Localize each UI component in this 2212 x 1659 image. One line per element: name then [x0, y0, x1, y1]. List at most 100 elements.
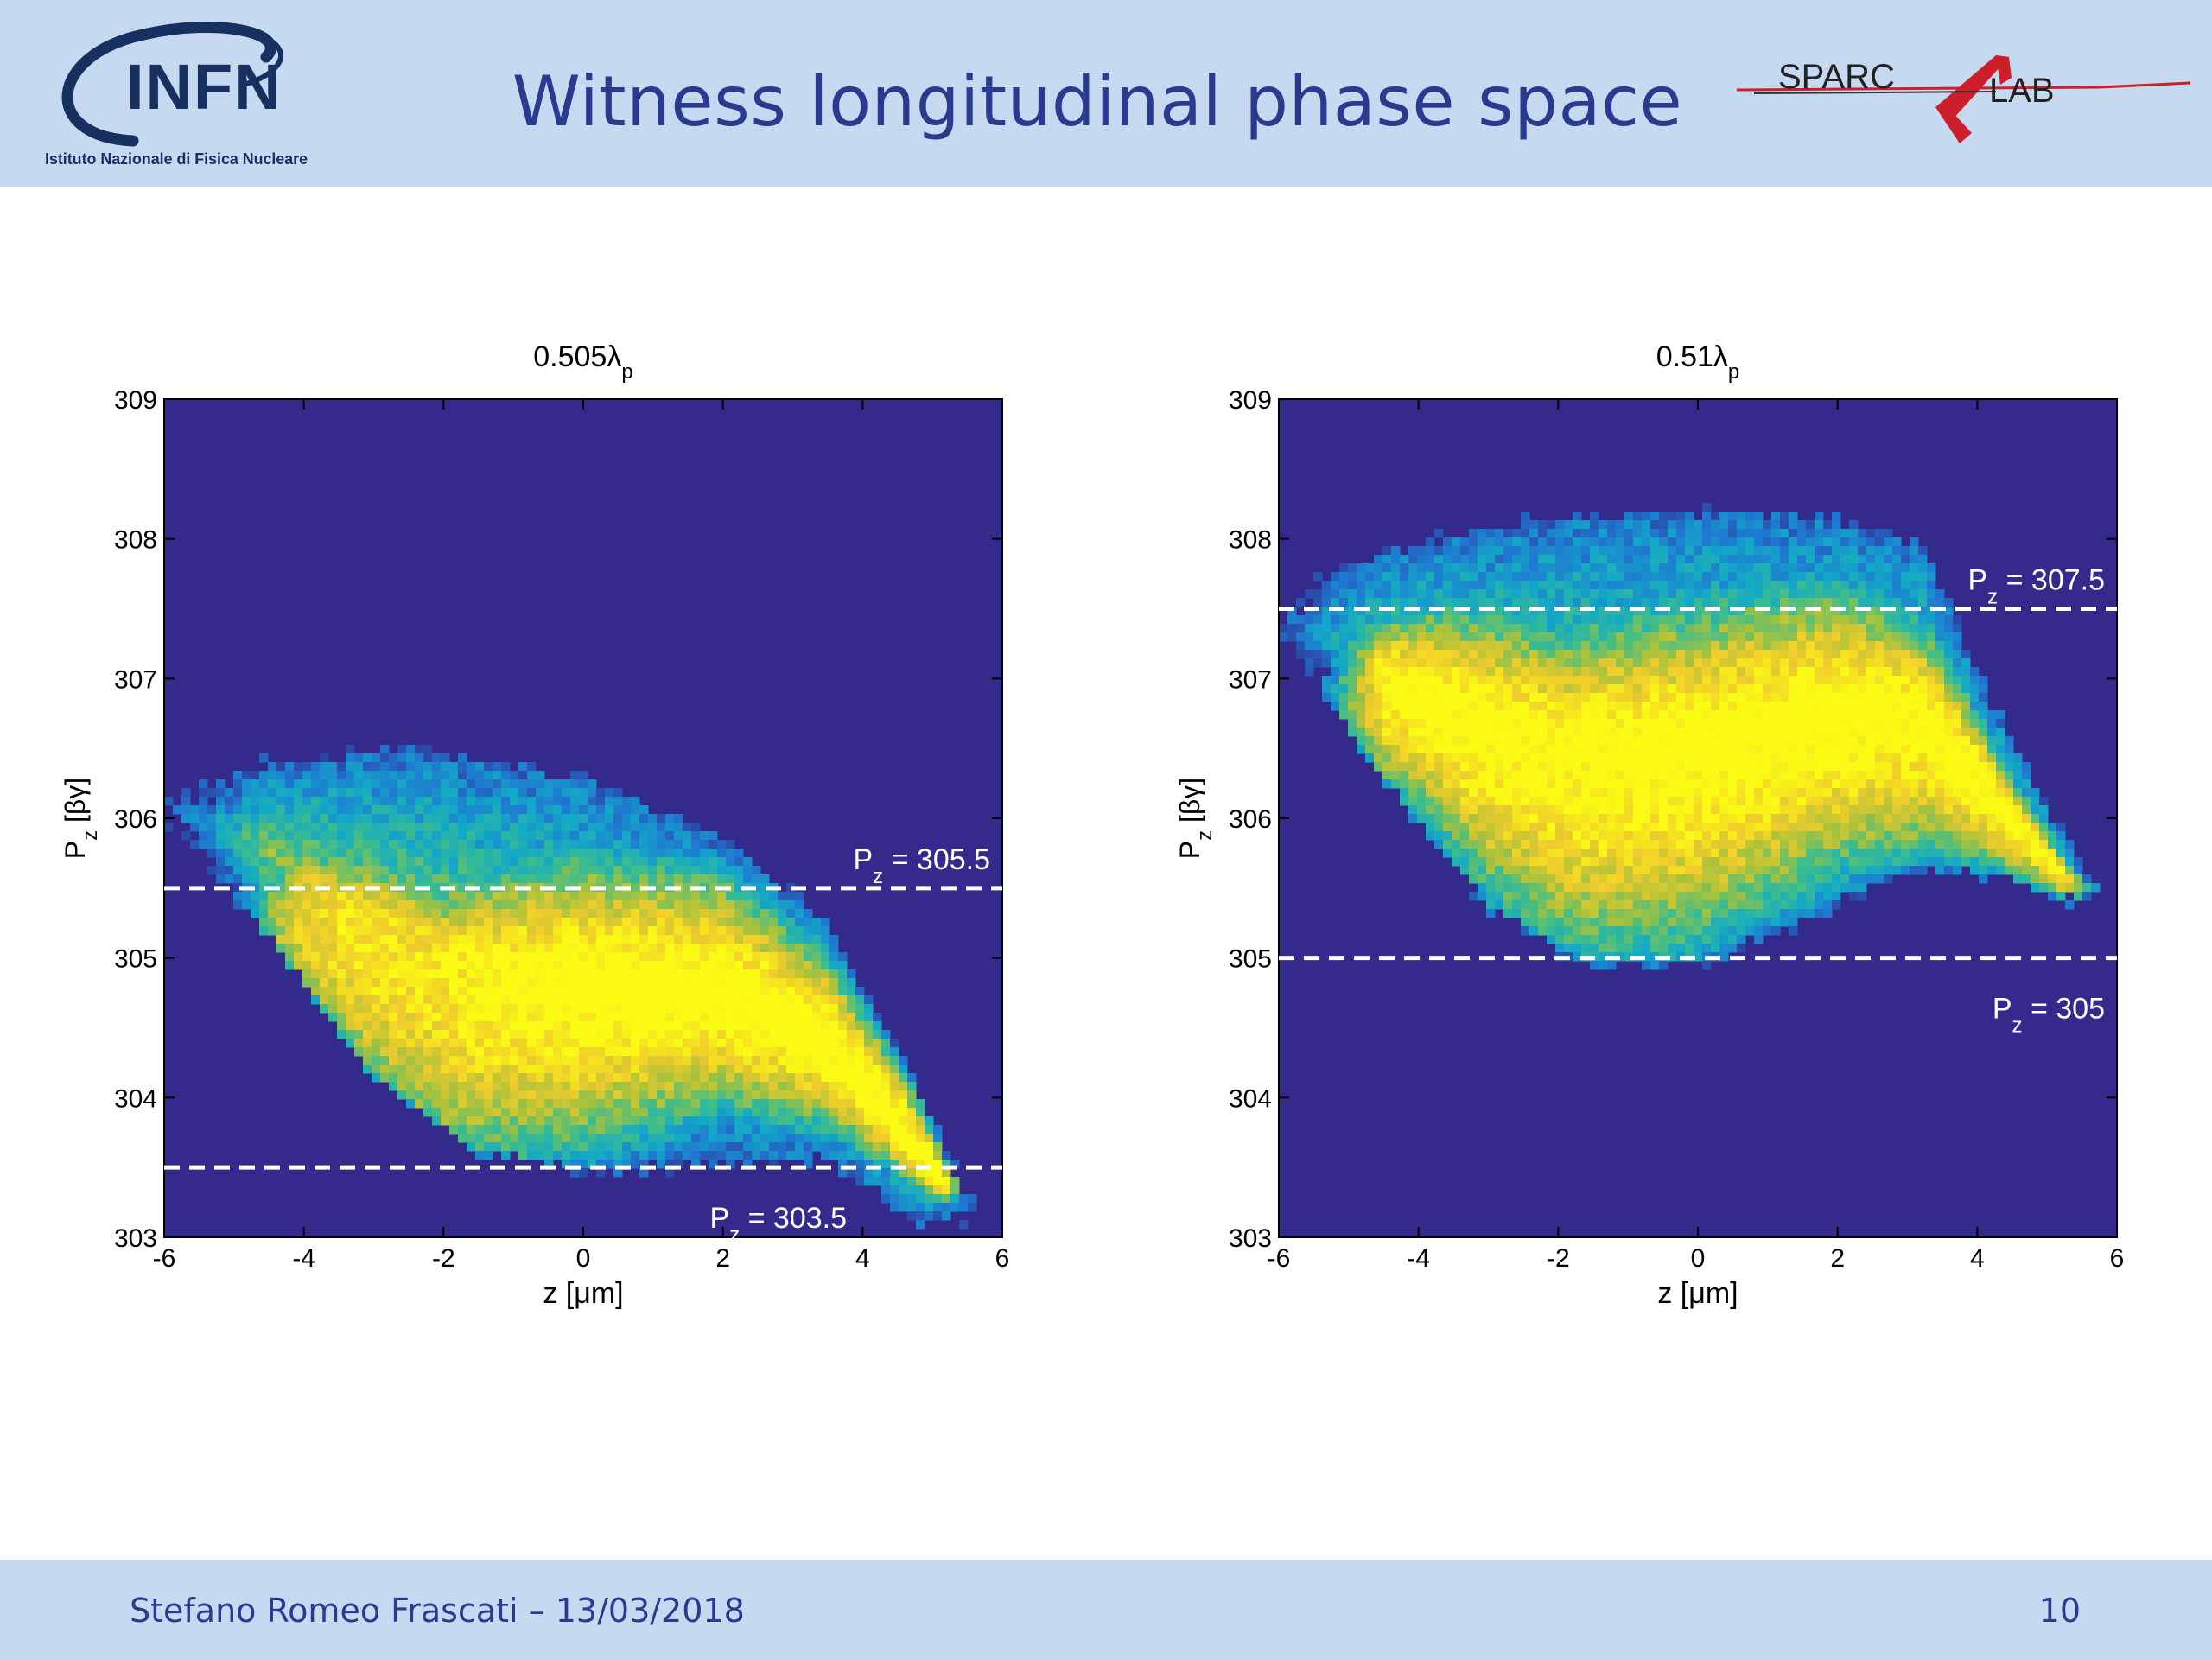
- heatmap-cell: [484, 1134, 493, 1143]
- heatmap-cell: [1711, 563, 1720, 573]
- heatmap-cell: [1521, 823, 1530, 832]
- heatmap-cell: [665, 874, 675, 884]
- heatmap-cell: [1547, 909, 1556, 918]
- heatmap-cell: [1512, 529, 1522, 538]
- heatmap-cell: [605, 926, 614, 936]
- heatmap-cell: [1573, 935, 1582, 944]
- heatmap-cell: [864, 1056, 874, 1065]
- heatmap-cell: [1711, 520, 1720, 530]
- heatmap-cell: [1599, 581, 1608, 590]
- heatmap-cell: [1452, 779, 1461, 789]
- heatmap-cell: [847, 1030, 856, 1039]
- heatmap-cell: [562, 814, 571, 823]
- heatmap-cell: [1642, 935, 1651, 944]
- heatmap-cell: [907, 1134, 917, 1143]
- heatmap-cell: [527, 874, 537, 884]
- heatmap-cell: [855, 995, 865, 1005]
- heatmap-cell: [605, 1004, 614, 1014]
- heatmap-cell: [510, 1047, 519, 1057]
- heatmap-cell: [769, 1056, 779, 1065]
- heatmap-cell: [1728, 719, 1738, 728]
- heatmap-cell: [1659, 788, 1669, 798]
- heatmap-cell: [778, 1065, 787, 1074]
- heatmap-cell: [380, 753, 390, 763]
- heatmap-cell: [415, 788, 424, 798]
- heatmap-cell: [709, 1142, 718, 1152]
- heatmap-cell: [1400, 607, 1409, 616]
- heatmap-cell: [579, 866, 588, 875]
- heatmap-cell: [441, 866, 450, 875]
- heatmap-cell: [1624, 814, 1634, 823]
- heatmap-cell: [1676, 753, 1686, 763]
- heatmap-cell: [743, 1134, 753, 1143]
- heatmap-cell: [510, 1108, 519, 1117]
- heatmap-cell: [588, 831, 597, 841]
- heatmap-cell: [475, 849, 485, 858]
- heatmap-cell: [1573, 607, 1582, 616]
- heatmap-cell: [1512, 909, 1522, 918]
- heatmap-cell: [475, 1125, 485, 1135]
- heatmap-cell: [925, 1160, 934, 1169]
- heatmap-cell: [1616, 745, 1625, 754]
- heatmap-cell: [1616, 831, 1625, 841]
- heatmap-cell: [838, 1013, 848, 1022]
- heatmap-cell: [1685, 607, 1694, 616]
- heatmap-cell: [536, 771, 545, 780]
- heatmap-cell: [458, 978, 467, 988]
- heatmap-cell: [1564, 529, 1573, 538]
- heatmap-cell: [691, 1030, 701, 1039]
- heatmap-cell: [449, 814, 459, 823]
- heatmap-cell: [847, 995, 856, 1005]
- heatmap-cell: [1486, 555, 1496, 564]
- heatmap-cell: [752, 1030, 761, 1039]
- heatmap-cell: [423, 900, 433, 910]
- heatmap-cell: [406, 866, 416, 875]
- heatmap-cell: [1685, 520, 1694, 530]
- heatmap-cell: [458, 840, 467, 849]
- heatmap-cell: [1357, 728, 1366, 737]
- heatmap-cell: [631, 823, 640, 832]
- heatmap-cell: [648, 849, 658, 858]
- heatmap-cell: [821, 1099, 830, 1109]
- heatmap-cell: [1478, 546, 1487, 556]
- heatmap-cell: [510, 1065, 519, 1074]
- heatmap-cell: [855, 1021, 865, 1031]
- heatmap-cell: [423, 1056, 433, 1065]
- heatmap-cell: [1650, 874, 1660, 884]
- heatmap-cell: [683, 874, 692, 884]
- heatmap-cell: [1339, 702, 1349, 711]
- heatmap-cell: [1607, 805, 1617, 815]
- heatmap-cell: [268, 779, 277, 789]
- heatmap-cell: [389, 1021, 398, 1031]
- heatmap-cell: [1659, 624, 1669, 633]
- heatmap-cell: [622, 857, 632, 867]
- heatmap-cell: [484, 1125, 493, 1135]
- heatmap-cell: [1503, 546, 1513, 556]
- heatmap-cell: [337, 840, 346, 849]
- heatmap-cell: [804, 1090, 813, 1100]
- heatmap-cell: [1650, 935, 1660, 944]
- heatmap-cell: [441, 918, 450, 927]
- heatmap-cell: [1624, 676, 1634, 685]
- heatmap-cell: [1486, 788, 1496, 798]
- heatmap-cell: [441, 1056, 450, 1065]
- heatmap-cell: [1633, 650, 1643, 659]
- heatmap-cell: [596, 1151, 606, 1160]
- heatmap-cell: [346, 745, 355, 754]
- heatmap-cell: [389, 771, 398, 780]
- x-tick-label: 2: [715, 1244, 730, 1273]
- heatmap-cell: [881, 1134, 891, 1143]
- heatmap-cell: [406, 900, 416, 910]
- heatmap-cell: [380, 900, 390, 910]
- heatmap-cell: [1711, 883, 1720, 893]
- heatmap-cell: [1702, 753, 1712, 763]
- heatmap-cell: [1382, 563, 1392, 573]
- heatmap-cell: [1538, 693, 1548, 702]
- heatmap-cell: [276, 909, 286, 918]
- heatmap-cell: [302, 952, 312, 962]
- heatmap-cell: [536, 1134, 545, 1143]
- heatmap-cell: [1624, 607, 1634, 616]
- heatmap-cell: [1676, 512, 1686, 521]
- heatmap-cell: [406, 926, 416, 936]
- heatmap-cell: [380, 944, 390, 953]
